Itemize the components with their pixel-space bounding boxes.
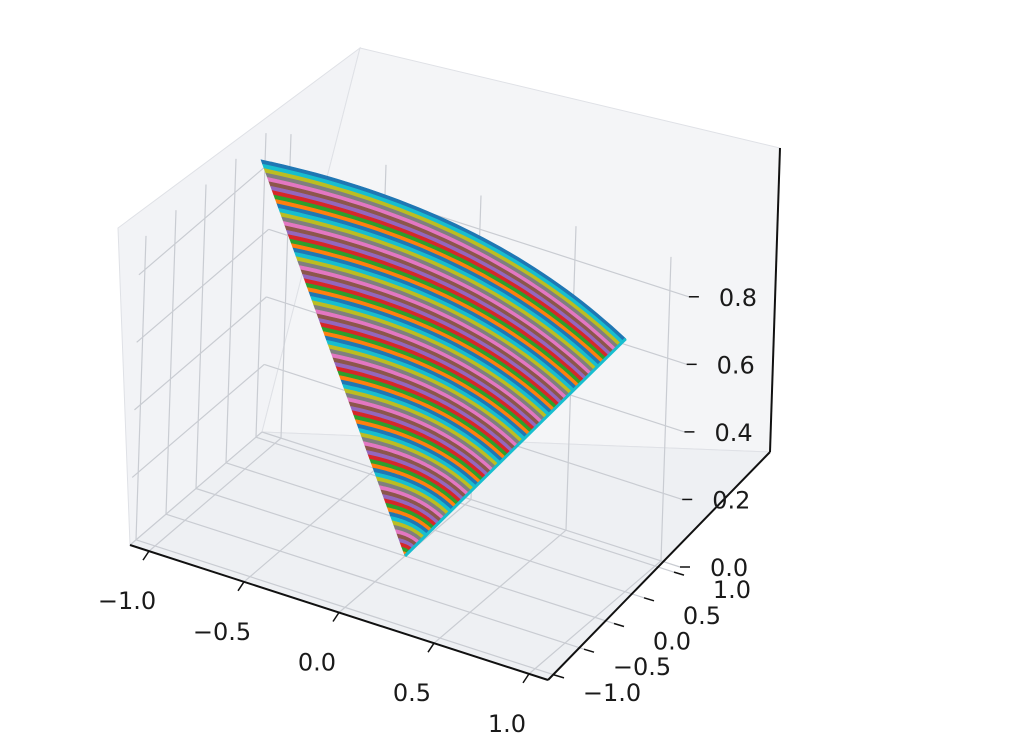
- z-axis-line: [769, 147, 781, 453]
- z-tick-labels: 0.0 0.2 0.4 0.6 0.8: [680, 284, 757, 582]
- floor-grid-y: [255, 436, 675, 573]
- x-tick: [237, 581, 245, 592]
- y-tick-label: 1.0: [713, 576, 751, 604]
- z-tick-label: 0.2: [712, 486, 750, 514]
- y-tick: [643, 597, 655, 602]
- left-grid-z: [134, 296, 267, 411]
- z-tick-label: 0.0: [710, 554, 748, 582]
- left-grid-z: [136, 228, 270, 343]
- y-tick-labels: −1.0−0.50.00.51.0: [553, 571, 751, 707]
- floor-grid-y: [225, 462, 645, 599]
- left-grid-z: [131, 363, 265, 478]
- z-tick-label: 0.6: [717, 351, 755, 379]
- left-grid-y: [225, 158, 237, 463]
- left-grid-z: [129, 431, 263, 546]
- y-tick: [553, 674, 565, 679]
- surface: [260, 159, 627, 558]
- z-tick-label: 0.8: [719, 284, 757, 312]
- x-tick-labels: −1.0 −0.5 0.0 0.5 1.0: [98, 550, 530, 738]
- floor-grid-y: [135, 539, 555, 676]
- x-tick: [522, 673, 530, 684]
- x-tick: [427, 642, 435, 653]
- y-tick-label: 0.5: [683, 602, 721, 630]
- x-tick-label: 1.0: [488, 710, 526, 738]
- x-tick-label: 0.0: [298, 649, 336, 677]
- left-grid-y: [255, 133, 267, 438]
- y-tick: [613, 622, 625, 628]
- x-tick: [332, 612, 340, 622]
- left-grid-y: [195, 184, 207, 489]
- x-tick: [142, 550, 150, 561]
- floor-grid-y: [165, 513, 585, 650]
- left-grid-z: [138, 161, 272, 276]
- y-tick-label: −0.5: [613, 653, 671, 681]
- x-tick-label: −1.0: [98, 587, 156, 615]
- back-grid-x: [660, 256, 672, 561]
- y-tick-label: 0.0: [653, 628, 691, 656]
- surface-edge: [403, 337, 627, 558]
- x-tick-label: 0.5: [393, 679, 431, 707]
- x-tick-label: −0.5: [193, 618, 251, 646]
- back-grid-z: [261, 431, 681, 568]
- y-tick: [583, 648, 595, 653]
- z-tick-label: 0.4: [714, 419, 752, 447]
- left-grid-y: [165, 210, 177, 515]
- y-axis-line: [547, 451, 771, 681]
- y-tick-label: −1.0: [583, 679, 641, 707]
- y-tick: [673, 571, 685, 576]
- left-grid-y: [135, 235, 147, 540]
